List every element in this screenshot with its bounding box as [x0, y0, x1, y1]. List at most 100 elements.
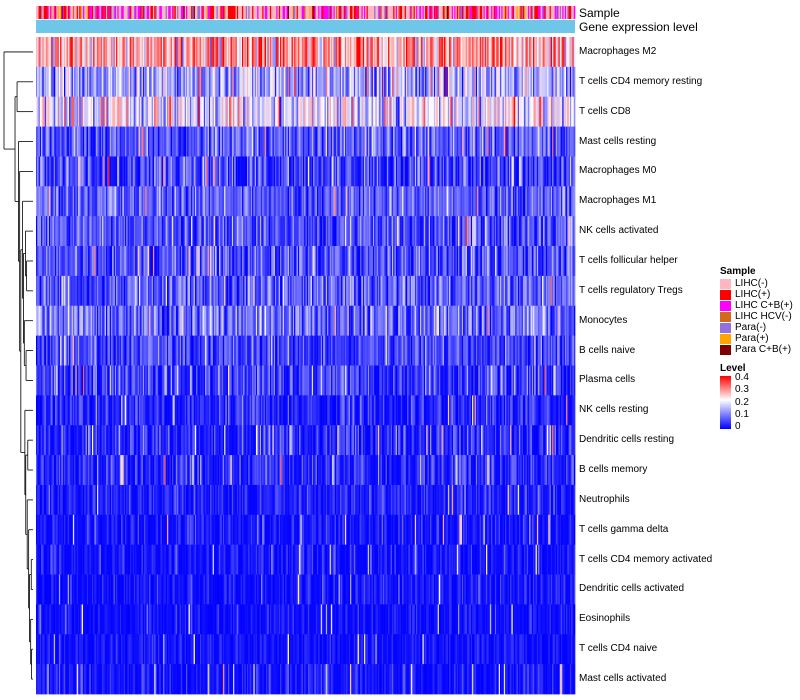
heatmap-cell [90, 246, 93, 277]
sample-annotation-cell [308, 6, 310, 19]
heatmap-cell [287, 305, 290, 336]
sample-annotation-cell [341, 6, 343, 19]
sample-annotation-cell [311, 6, 314, 19]
heatmap-cell [360, 216, 362, 247]
heatmap-cell [283, 335, 286, 366]
heatmap-cell [192, 126, 194, 157]
heatmap-cell [473, 305, 475, 336]
heatmap-cell [172, 37, 174, 68]
heatmap-cell [459, 216, 461, 247]
heatmap-cell [100, 335, 103, 366]
heatmap-cell [496, 275, 498, 307]
heatmap-cell [449, 305, 451, 336]
heatmap-cell [445, 66, 447, 98]
heatmap-cell [113, 66, 116, 98]
heatmap-cell [573, 246, 576, 277]
heatmap-cell [442, 186, 445, 217]
sample-annotation-cell [365, 6, 367, 19]
heatmap-cell [385, 66, 388, 98]
heatmap-cell [341, 126, 343, 157]
heatmap-cell [239, 66, 242, 98]
heatmap-cell [299, 186, 301, 217]
heatmap-cell [286, 335, 289, 366]
heatmap-cell [564, 156, 567, 187]
heatmap-cell [358, 216, 361, 247]
heatmap-cell [44, 186, 47, 217]
heatmap-cell [235, 186, 238, 217]
heatmap-cell [508, 246, 511, 277]
heatmap-cell [38, 335, 41, 366]
heatmap-cell [145, 156, 147, 187]
heatmap-cell [245, 126, 248, 157]
heatmap-cell [545, 37, 548, 68]
heatmap-cell [203, 305, 206, 336]
heatmap-cell [226, 156, 229, 187]
heatmap-cell [568, 216, 571, 247]
heatmap-cell [150, 186, 153, 217]
heatmap-cell [306, 186, 309, 217]
heatmap-cell [383, 66, 385, 98]
sample-annotation-cell [144, 6, 146, 19]
heatmap-cell [93, 305, 95, 336]
heatmap-cell [233, 66, 235, 98]
heatmap-cell [479, 96, 482, 127]
heatmap-cell [376, 305, 379, 336]
heatmap-cell [371, 66, 374, 98]
heatmap-cell [460, 37, 463, 68]
heatmap-cell [330, 37, 333, 68]
heatmap-cell [231, 37, 234, 68]
heatmap-cell [145, 335, 147, 366]
heatmap-cell [435, 156, 437, 187]
heatmap-cell [478, 305, 481, 336]
heatmap-cell [393, 66, 395, 98]
heatmap-cell [151, 275, 154, 307]
heatmap-cell [192, 186, 194, 217]
heatmap-cell [355, 126, 357, 157]
heatmap-cell [46, 66, 48, 98]
heatmap-cell [319, 156, 322, 187]
heatmap-cell [102, 335, 104, 366]
heatmap-cell [360, 37, 362, 68]
heatmap-cell [259, 96, 262, 127]
heatmap-cell [573, 66, 576, 98]
heatmap-cell [545, 305, 548, 336]
heatmap-cell [330, 126, 333, 157]
sample-annotation-cell [366, 6, 369, 19]
heatmap-cell [230, 126, 233, 157]
heatmap-cell [76, 186, 79, 217]
heatmap-cell [395, 96, 398, 127]
heatmap-cell [386, 186, 389, 217]
heatmap-cell [492, 216, 494, 247]
heatmap-cell [501, 275, 503, 307]
heatmap-cell [508, 66, 511, 98]
heatmap-cell [395, 156, 398, 187]
sample-annotation-cell [198, 6, 201, 19]
heatmap-cell [164, 37, 167, 68]
heatmap-cell [245, 305, 248, 336]
heatmap-cell [62, 275, 65, 307]
heatmap-cell [400, 246, 403, 277]
heatmap-cell [356, 156, 358, 187]
heatmap-cell [501, 126, 503, 157]
heatmap-cell [207, 156, 210, 187]
heatmap-cell [221, 66, 224, 98]
heatmap-cell [63, 246, 66, 277]
heatmap-cell [285, 335, 287, 366]
sample-annotation-cell [510, 6, 512, 19]
heatmap-cell [563, 216, 566, 247]
heatmap-cell [169, 156, 172, 187]
heatmap-cell [363, 156, 366, 187]
heatmap-cell [474, 246, 477, 277]
heatmap-cell [179, 156, 182, 187]
heatmap-cell [216, 96, 219, 127]
heatmap-cell [36, 246, 38, 277]
heatmap-cell [319, 246, 322, 277]
heatmap-cell [135, 275, 137, 307]
heatmap-cell [305, 305, 308, 336]
heatmap-cell [160, 186, 163, 217]
heatmap-cell [63, 156, 66, 187]
heatmap-cell [369, 37, 371, 68]
heatmap-cell [381, 246, 384, 277]
heatmap-cell [53, 246, 56, 277]
heatmap-cell [397, 305, 399, 336]
